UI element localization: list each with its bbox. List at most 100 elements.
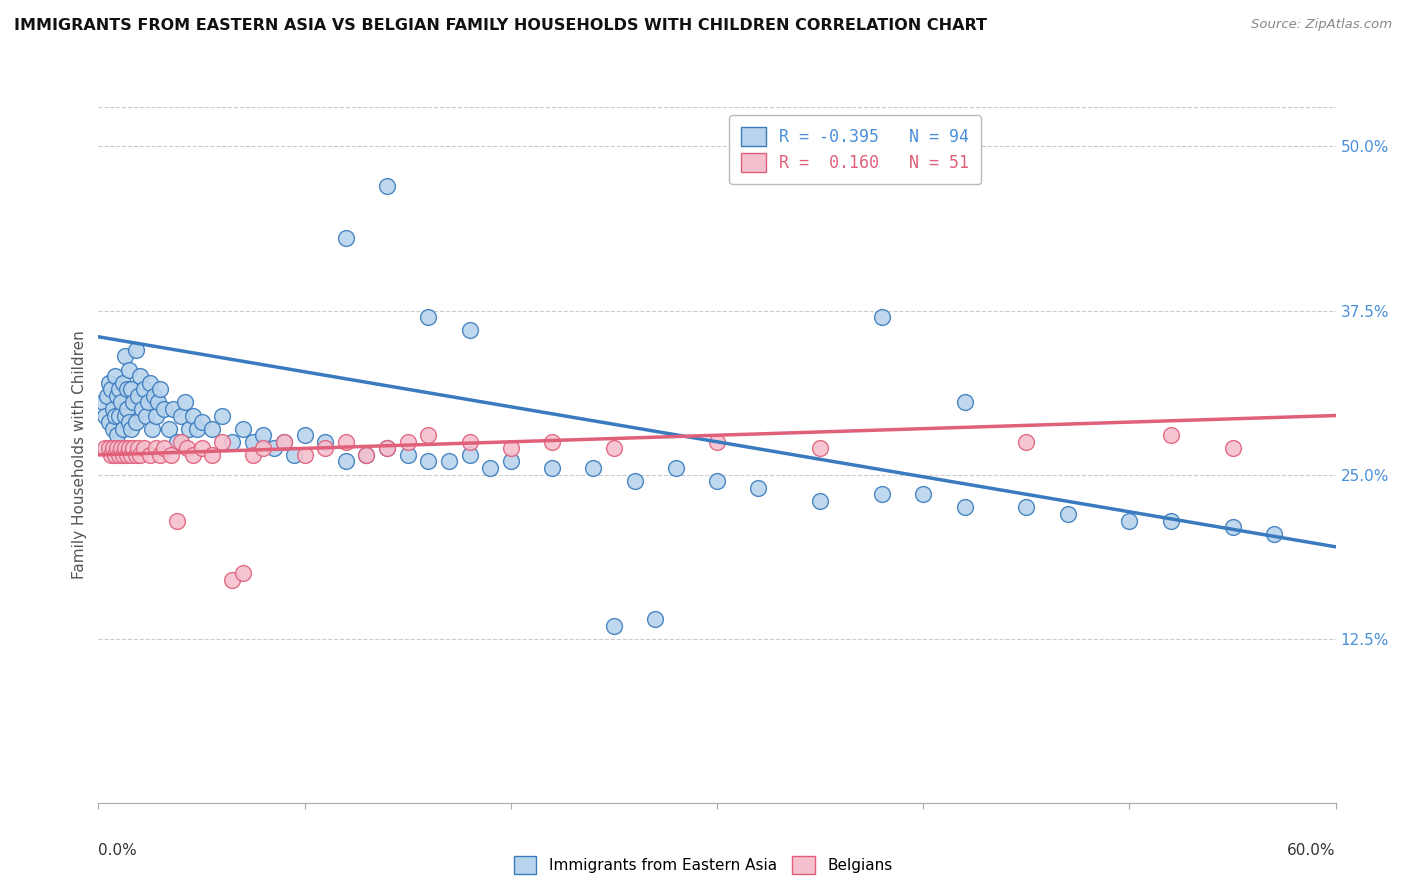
Point [141,422,163,436]
Point [221,434,243,449]
Point [479,461,502,475]
Point [97,415,120,429]
Point [112,448,135,462]
Point [458,323,481,337]
Point [120,382,142,396]
Point [1222,520,1244,534]
Point [644,612,666,626]
Point [499,454,522,468]
Point [294,428,316,442]
Point [139,376,162,390]
Point [179,422,201,436]
Point [132,442,155,456]
Point [97,442,120,456]
Point [870,310,893,324]
Point [128,448,150,462]
Point [100,382,122,396]
Point [105,389,128,403]
Point [221,573,243,587]
Point [273,434,295,449]
Point [176,442,198,456]
Legend: R = -0.395   N = 94, R =  0.160   N = 51: R = -0.395 N = 94, R = 0.160 N = 51 [730,115,981,184]
Point [211,434,233,449]
Point [375,442,398,456]
Point [149,382,172,396]
Point [132,382,155,396]
Point [706,474,728,488]
Point [273,434,295,449]
Point [252,428,274,442]
Point [127,442,149,456]
Point [437,454,460,468]
Point [114,409,136,423]
Point [149,448,172,462]
Point [118,362,141,376]
Point [104,369,127,384]
Point [120,422,142,436]
Point [499,442,522,456]
Point [541,434,564,449]
Point [418,310,440,324]
Point [541,461,564,475]
Point [190,415,212,429]
Point [108,448,131,462]
Point [232,422,254,436]
Point [120,448,142,462]
Point [582,461,605,475]
Point [96,389,118,403]
Point [100,448,122,462]
Point [314,442,336,456]
Point [242,448,264,462]
Point [335,434,357,449]
Point [623,474,645,488]
Text: IMMIGRANTS FROM EASTERN ASIA VS BELGIAN FAMILY HOUSEHOLDS WITH CHILDREN CORRELAT: IMMIGRANTS FROM EASTERN ASIA VS BELGIAN … [14,18,987,33]
Point [181,409,204,423]
Point [118,415,141,429]
Point [211,409,233,423]
Point [122,442,145,456]
Point [190,442,212,456]
Point [122,395,145,409]
Point [114,350,136,364]
Point [108,382,131,396]
Point [953,500,976,515]
Point [118,442,141,456]
Point [418,454,440,468]
Point [143,389,166,403]
Point [283,448,305,462]
Point [747,481,769,495]
Point [181,448,204,462]
Point [356,448,378,462]
Point [242,434,264,449]
Point [1015,500,1038,515]
Point [232,566,254,580]
Point [117,448,139,462]
Point [135,409,157,423]
Text: Source: ZipAtlas.com: Source: ZipAtlas.com [1251,18,1392,31]
Point [139,448,162,462]
Point [603,618,626,632]
Point [101,422,124,436]
Point [117,382,139,396]
Point [101,442,124,456]
Point [458,448,481,462]
Point [706,434,728,449]
Point [136,395,159,409]
Point [105,428,128,442]
Point [201,448,224,462]
Point [112,376,135,390]
Point [1056,507,1078,521]
Point [953,395,976,409]
Point [808,442,831,456]
Point [186,422,208,436]
Point [93,409,115,423]
Y-axis label: Family Households with Children: Family Households with Children [72,331,87,579]
Point [1118,514,1140,528]
Point [458,434,481,449]
Point [110,395,132,409]
Point [162,401,184,416]
Point [101,401,124,416]
Point [128,369,150,384]
Point [808,494,831,508]
Text: 0.0%: 0.0% [98,843,138,858]
